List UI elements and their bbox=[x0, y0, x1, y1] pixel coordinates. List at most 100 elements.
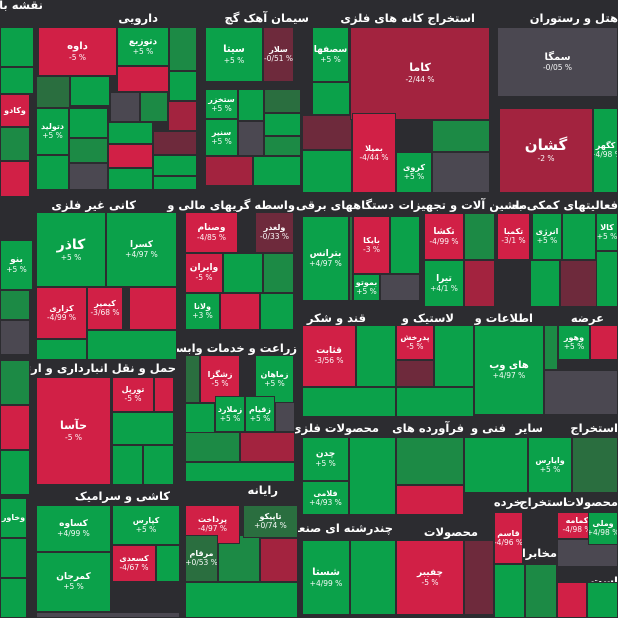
treemap-cell[interactable] bbox=[70, 76, 110, 106]
stock-tile[interactable]: چدن +5 % bbox=[302, 437, 349, 481]
treemap-cell[interactable] bbox=[432, 120, 490, 152]
stock-tile[interactable]: دتوزیع +5 % bbox=[117, 27, 169, 66]
treemap-cell[interactable] bbox=[260, 293, 294, 330]
stock-tile[interactable]: کاذر +5 % bbox=[36, 212, 106, 287]
treemap-cell[interactable] bbox=[525, 564, 557, 618]
treemap-cell[interactable] bbox=[396, 485, 464, 515]
treemap-cell[interactable] bbox=[349, 437, 396, 515]
stock-tile[interactable]: زشگزا -5 % bbox=[200, 355, 240, 403]
stock-tile[interactable]: گشان -2 % bbox=[499, 108, 593, 193]
stock-tile[interactable]: کزاری -4/99 % bbox=[36, 287, 87, 339]
treemap-cell[interactable] bbox=[117, 66, 169, 92]
treemap-cell[interactable] bbox=[0, 538, 27, 578]
treemap-cell[interactable] bbox=[36, 339, 87, 360]
treemap-cell[interactable] bbox=[587, 582, 618, 618]
stock-tile[interactable]: سصفها +5 % bbox=[312, 27, 349, 82]
treemap-cell[interactable] bbox=[36, 76, 70, 108]
stock-tile[interactable]: کاما -2/44 % bbox=[350, 27, 490, 120]
treemap-cell[interactable] bbox=[264, 89, 301, 113]
stock-tile[interactable]: کیمیر -3/68 % bbox=[87, 287, 123, 330]
treemap-cell[interactable] bbox=[69, 163, 108, 190]
stock-tile[interactable]: زماهان +5 % bbox=[255, 355, 294, 403]
stock-tile[interactable]: تکمبا -3/1 % bbox=[497, 213, 530, 260]
treemap-cell[interactable] bbox=[494, 564, 525, 618]
treemap-cell[interactable] bbox=[562, 213, 596, 260]
stock-tile[interactable]: وصنام -4/85 % bbox=[185, 212, 238, 253]
stock-tile[interactable]: کپارس +5 % bbox=[112, 505, 180, 545]
treemap-cell[interactable] bbox=[154, 377, 174, 412]
treemap-cell[interactable] bbox=[302, 115, 352, 150]
treemap-cell[interactable] bbox=[356, 325, 396, 387]
treemap-cell[interactable] bbox=[143, 445, 174, 485]
treemap-cell[interactable] bbox=[396, 387, 474, 417]
treemap-cell[interactable] bbox=[153, 176, 197, 190]
treemap-cell[interactable] bbox=[169, 71, 197, 101]
stock-tile[interactable]: کمرجان +5 % bbox=[36, 552, 111, 612]
stock-tile[interactable]: کساوه +4/99 % bbox=[36, 505, 111, 552]
stock-tile[interactable]: سلار -0/51 % bbox=[263, 27, 294, 82]
treemap-cell[interactable] bbox=[464, 213, 495, 260]
treemap-cell[interactable] bbox=[153, 131, 197, 155]
treemap-cell[interactable] bbox=[108, 122, 153, 144]
treemap-cell[interactable] bbox=[464, 540, 494, 615]
treemap-cell[interactable] bbox=[464, 260, 495, 307]
treemap-cell[interactable] bbox=[168, 101, 197, 131]
treemap-cell[interactable] bbox=[112, 445, 143, 485]
treemap-cell[interactable] bbox=[0, 290, 30, 320]
treemap-cell[interactable] bbox=[312, 82, 350, 115]
treemap-cell[interactable] bbox=[350, 540, 396, 615]
treemap-cell[interactable] bbox=[220, 293, 260, 330]
treemap-cell[interactable] bbox=[380, 274, 420, 301]
stock-tile[interactable]: قاسم -4/96 % bbox=[494, 512, 523, 564]
treemap-cell[interactable] bbox=[223, 253, 263, 293]
stock-tile[interactable]: دتولید +5 % bbox=[36, 108, 69, 155]
stock-tile[interactable]: تورپل -5 % bbox=[112, 377, 154, 412]
treemap-cell[interactable] bbox=[185, 582, 298, 618]
stock-tile[interactable]: کسعدی -4/67 % bbox=[112, 545, 156, 582]
stock-tile[interactable]: ستخزر +5 % bbox=[205, 89, 238, 119]
stock-tile[interactable]: داوه -5 % bbox=[38, 27, 117, 76]
treemap-cell[interactable] bbox=[238, 89, 264, 121]
stock-tile[interactable]: سمگا -0/05 % bbox=[497, 27, 618, 97]
treemap-cell[interactable] bbox=[240, 432, 295, 462]
stock-tile[interactable]: سنیر +5 % bbox=[205, 119, 238, 156]
treemap-cell[interactable] bbox=[464, 437, 528, 493]
treemap-cell[interactable] bbox=[112, 412, 174, 445]
treemap-cell[interactable] bbox=[185, 462, 295, 482]
treemap-cell[interactable] bbox=[596, 251, 618, 307]
stock-tile[interactable]: ولانا +3 % bbox=[185, 293, 220, 330]
stock-tile[interactable]: انرژی +5 % bbox=[532, 213, 562, 260]
stock-tile[interactable]: وملی +4/98 % bbox=[588, 512, 618, 545]
stock-tile[interactable]: های وب +4/97 % bbox=[474, 325, 544, 415]
treemap-cell[interactable] bbox=[156, 545, 180, 582]
treemap-cell[interactable] bbox=[205, 156, 253, 186]
stock-tile[interactable]: تکشا -4/99 % bbox=[424, 213, 464, 260]
treemap-cell[interactable] bbox=[129, 287, 177, 330]
treemap-cell[interactable] bbox=[87, 330, 177, 360]
treemap-cell[interactable] bbox=[69, 108, 108, 138]
stock-tile[interactable]: تاپیکو +0/74 % bbox=[243, 505, 298, 538]
treemap-cell[interactable] bbox=[0, 67, 34, 94]
treemap-cell[interactable] bbox=[0, 450, 30, 495]
stock-tile[interactable]: شستا +4/99 % bbox=[302, 540, 350, 615]
treemap-cell[interactable] bbox=[264, 113, 301, 136]
treemap-cell[interactable] bbox=[140, 92, 168, 122]
treemap-cell[interactable] bbox=[302, 150, 352, 193]
treemap-cell[interactable] bbox=[0, 578, 27, 618]
stock-tile[interactable]: سیتا +5 % bbox=[205, 27, 263, 82]
treemap-cell[interactable] bbox=[0, 320, 30, 355]
stock-tile[interactable]: وکادو bbox=[0, 94, 30, 127]
treemap-cell[interactable] bbox=[390, 216, 420, 274]
stock-tile[interactable]: وهور +5 % bbox=[558, 325, 590, 360]
treemap-cell[interactable] bbox=[530, 260, 560, 307]
stock-tile[interactable]: قثابت -3/56 % bbox=[302, 325, 356, 387]
stock-tile[interactable]: بمیلا -4/44 % bbox=[352, 113, 396, 193]
stock-tile[interactable]: وایارس +5 % bbox=[528, 437, 572, 493]
treemap-cell[interactable] bbox=[434, 325, 474, 387]
stock-tile[interactable]: پدرخش -5 % bbox=[396, 325, 434, 360]
treemap-cell[interactable] bbox=[0, 360, 30, 405]
treemap-cell[interactable] bbox=[185, 432, 240, 462]
treemap-cell[interactable] bbox=[0, 405, 30, 450]
treemap-cell[interactable] bbox=[557, 582, 587, 618]
stock-tile[interactable]: زقیام +5 % bbox=[245, 396, 275, 432]
